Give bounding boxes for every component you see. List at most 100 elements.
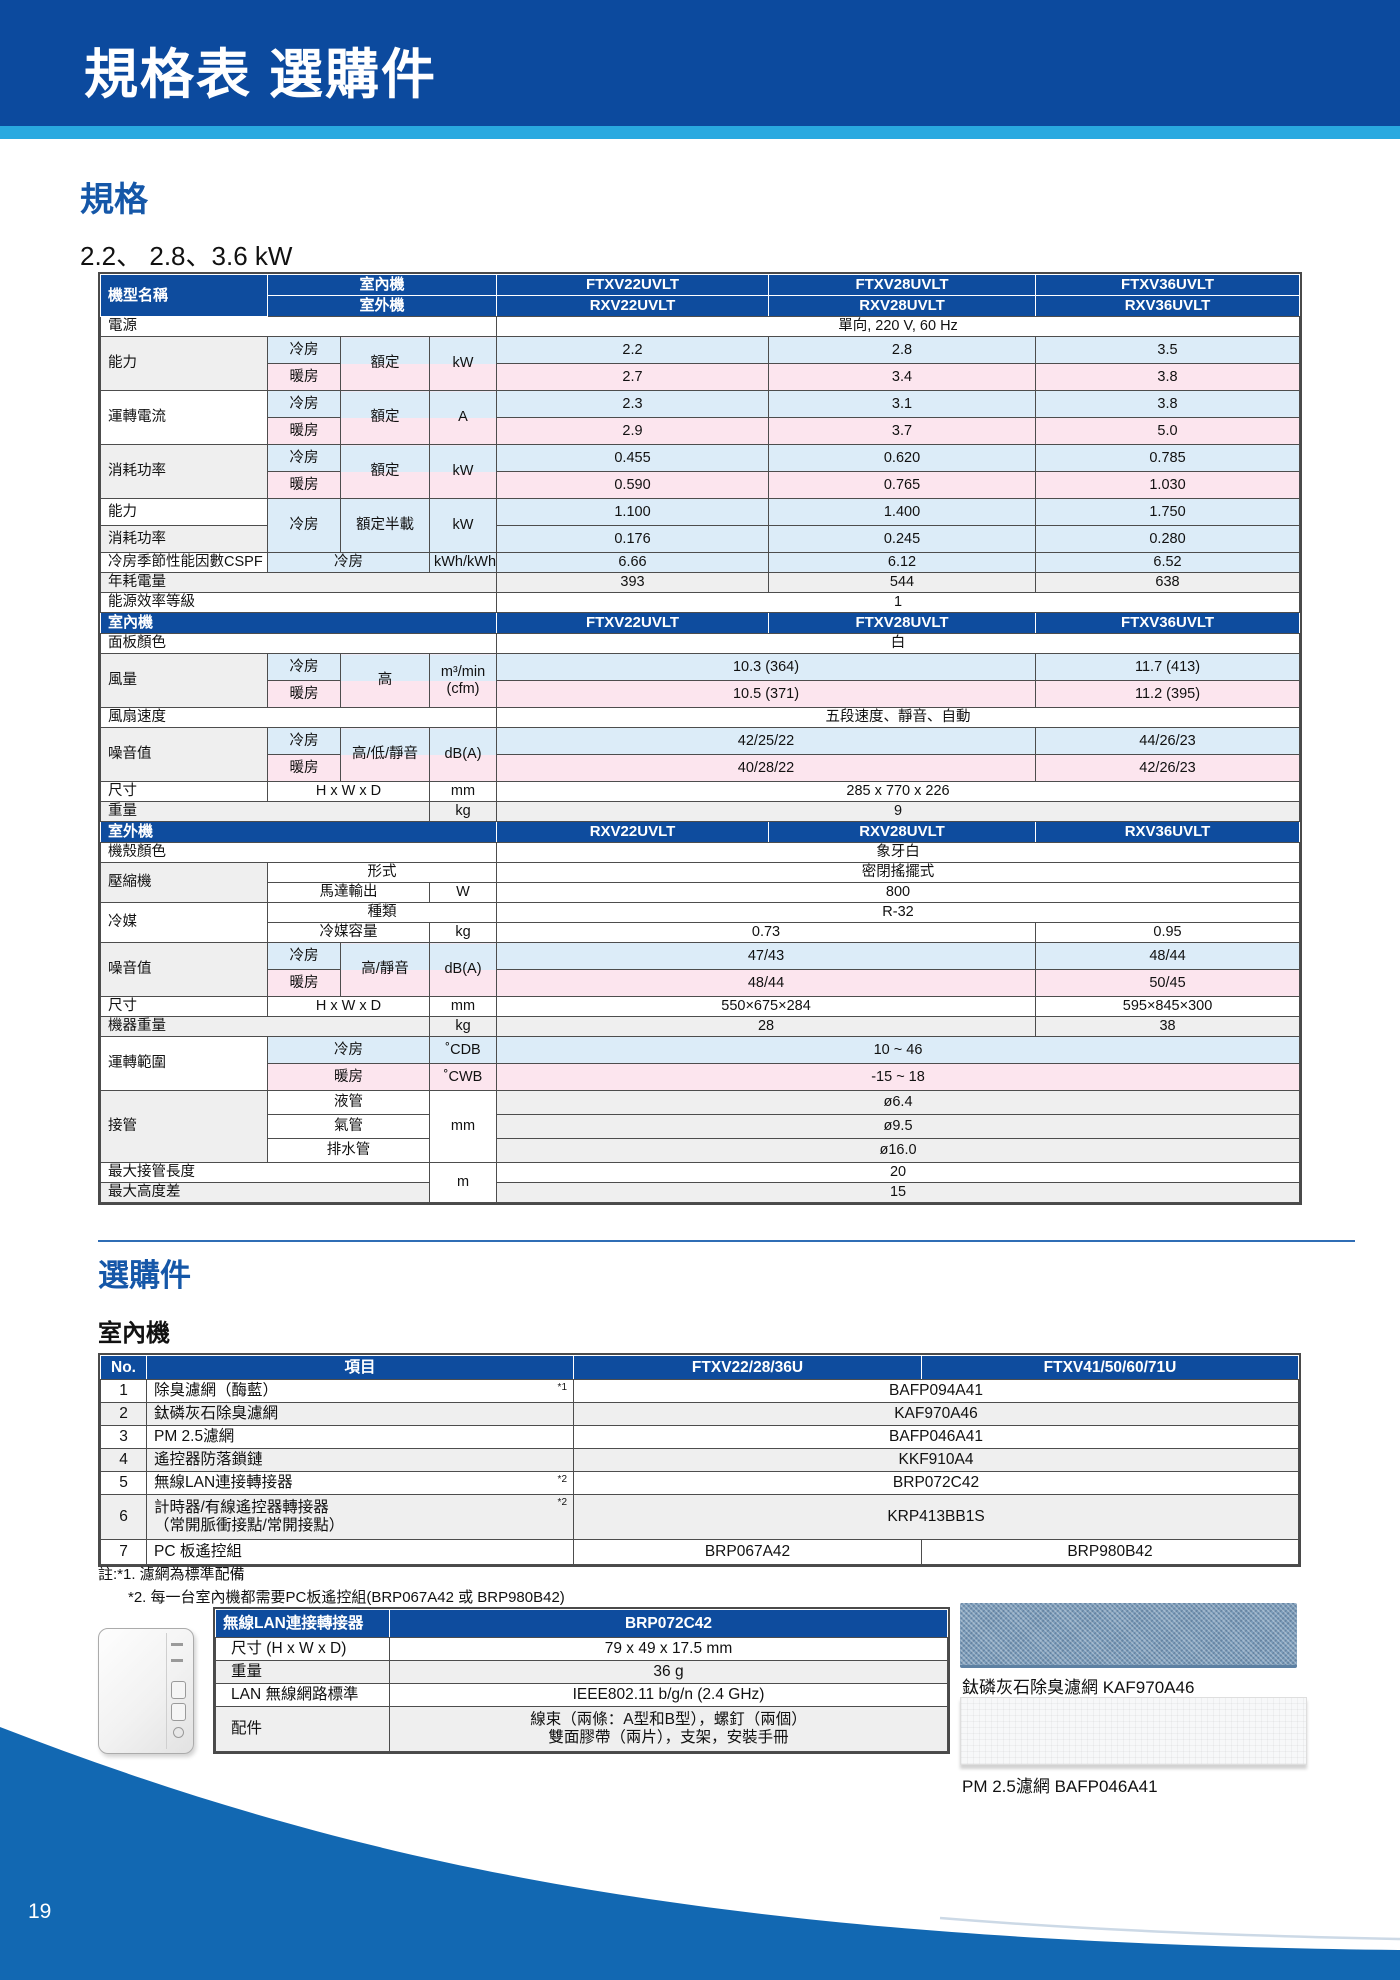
table-cell: 重量 xyxy=(100,801,430,822)
table-cell: RXV36UVLT xyxy=(1035,295,1301,317)
table-cell: KAF970A46 xyxy=(573,1402,1299,1426)
table-cell: dB(A) xyxy=(428,727,498,782)
adapter-led-label xyxy=(171,1643,183,1646)
table-cell: 冷房 xyxy=(267,942,341,970)
table-row: 7 PC 板遙控組 BRP067A42 BRP980B42 xyxy=(100,1539,1299,1565)
table-cell: KRP413BB1S xyxy=(573,1494,1299,1540)
table-row: 室外機 RXV22UVLT RXV28UVLT RXV36UVLT xyxy=(99,821,1301,843)
table-cell: ˚CDB xyxy=(428,1036,498,1064)
table-cell: No. xyxy=(100,1355,147,1380)
table-row: 配件 線束（兩條：A型和B型），螺釘（兩個） 雙面膠帶（兩片），支架，安裝手冊 xyxy=(215,1706,948,1752)
table-cell: 6.52 xyxy=(1035,552,1301,573)
table-row: 氣管 ø9.5 xyxy=(101,1114,1301,1139)
table-cell: 冷房季節性能因數CSPF xyxy=(100,552,268,573)
table-row: No. 項目 FTXV22/28/36U FTXV41/50/60/71U xyxy=(100,1355,1299,1380)
table-cell: 除臭濾網（酶藍） *1 xyxy=(146,1379,574,1403)
table-cell: 尺寸 (H x W x D) xyxy=(215,1637,390,1661)
table-cell: 11.7 (413) xyxy=(1035,653,1301,681)
table-cell: 暖房 xyxy=(267,363,341,391)
table-cell: kW xyxy=(428,444,498,499)
table-cell: PM 2.5濾網 xyxy=(146,1425,574,1449)
table-cell: 1 xyxy=(100,1379,147,1403)
table-cell: 2.7 xyxy=(496,363,770,391)
table-cell: BRP072C42 xyxy=(573,1471,1299,1495)
table-cell: 42/26/23 xyxy=(1035,754,1301,782)
adapter-led-label xyxy=(171,1659,183,1662)
table-cell: 3.8 xyxy=(1035,363,1301,391)
table-cell: BRP980B42 xyxy=(921,1539,1299,1565)
table-cell: 10.3 (364) xyxy=(496,653,1037,681)
table-cell: 28 xyxy=(496,1016,1037,1037)
table-cell: 7 xyxy=(100,1539,147,1565)
table-cell: 計時器/有線遙控器轉接器 （常開脈衝接點/常開接點） *2 xyxy=(146,1494,574,1540)
table-cell: 9 xyxy=(496,801,1301,822)
options-table: No. 項目 FTXV22/28/36U FTXV41/50/60/71U 1 除臭濾網（… xyxy=(98,1353,1301,1567)
table-cell: FTXV36UVLT xyxy=(1035,612,1301,634)
table-row: 能力 冷房 額定半載 kW 1.100 1.400 1.750 xyxy=(100,498,1301,553)
table-cell: 尺寸 xyxy=(100,996,268,1017)
table-cell: 年耗電量 xyxy=(99,572,498,593)
table-cell: mm xyxy=(428,781,498,802)
table-row: 噪音值 冷房 高/低/靜音 dB(A) 42/25/22 44/26/23 xyxy=(100,727,1301,782)
table-cell: 1.400 xyxy=(768,498,1037,526)
table-cell: 20 xyxy=(496,1162,1301,1183)
table-row: 機型名稱 室內機 FTXV22UVLT FTXV28UVLT FTXV36UVLT xyxy=(100,274,1301,317)
table-cell: FTXV28UVLT xyxy=(768,274,1037,296)
adapter-power-light-graphic xyxy=(173,1727,184,1738)
table-cell: 40/28/22 xyxy=(496,754,1037,782)
table-cell: m³/min (cfm) xyxy=(428,653,498,708)
table-cell: 冷媒 xyxy=(100,902,268,943)
table-cell: ø9.5 xyxy=(496,1114,1301,1139)
options-table-grid: No. 項目 FTXV22/28/36U FTXV41/50/60/71U 1 除臭濾網（… xyxy=(100,1355,1299,1565)
adapter-setup-button-graphic xyxy=(171,1681,186,1699)
section-divider-rule xyxy=(98,1240,1355,1242)
table-row: 室外機 RXV22UVLT RXV28UVLT RXV36UVLT xyxy=(101,295,1301,317)
table-cell: 42/25/22 xyxy=(496,727,1037,755)
table-cell: kWh/kWh xyxy=(428,552,498,573)
table-cell: 15 xyxy=(496,1182,1301,1203)
table-cell: 冷房 xyxy=(267,552,430,573)
table-cell: FTXV22/28/36U xyxy=(573,1355,922,1380)
table-cell: 冷房 xyxy=(267,390,341,418)
table-cell: 2.8 xyxy=(768,336,1037,364)
pm25-filter-caption: PM 2.5濾網 BAFP046A41 xyxy=(962,1777,1158,1796)
table-cell: A xyxy=(428,390,498,445)
table-cell: 室內機 xyxy=(266,274,498,296)
table-row: 排水管 ø16.0 xyxy=(101,1138,1301,1163)
adapter-mode-button-graphic xyxy=(171,1703,186,1721)
wlan-adapter-table: 無線LAN連接轉接器 BRP072C42 尺寸 (H x W x D) 79 x 49… xyxy=(213,1607,950,1754)
table-cell: FTXV36UVLT xyxy=(1035,274,1301,296)
table-cell: 5.0 xyxy=(1035,417,1301,445)
table-cell: FTXV22UVLT xyxy=(496,274,770,296)
table-cell: 運轉範圍 xyxy=(100,1036,268,1091)
table-cell: 0.245 xyxy=(768,525,1037,553)
table-row: 接管 液管 mm ø6.4 xyxy=(100,1090,1301,1163)
indoor-unit-subheading: 室內機 xyxy=(98,1320,170,1347)
table-cell: mm xyxy=(428,996,498,1017)
table-cell: mm xyxy=(428,1090,498,1163)
table-cell: 室內機 xyxy=(99,612,498,634)
table-cell: 項目 xyxy=(146,1355,574,1380)
table-cell: H x W x D xyxy=(267,996,430,1017)
table-cell: 48/44 xyxy=(496,969,1037,997)
footnote-2: *2. 每一台室內機都需要PC板遙控組(BRP067A42 或 BRP980B4… xyxy=(128,1588,565,1606)
table-row: 運轉範圍 冷房 ˚CDB 10 ~ 46 xyxy=(100,1036,1301,1091)
table-cell: 運轉電流 xyxy=(100,390,268,445)
wlan-adapter-photo xyxy=(98,1628,194,1754)
table-cell: 1.100 xyxy=(496,498,770,526)
table-cell: 面板顏色 xyxy=(99,633,498,654)
table-row: 暖房 2.9 3.7 5.0 xyxy=(101,417,1301,445)
table-cell: KKF910A4 xyxy=(573,1448,1299,1472)
table-cell: 6.66 xyxy=(496,552,770,573)
table-cell: 高 xyxy=(340,653,430,708)
table-cell: 暖房 xyxy=(267,1063,430,1091)
table-cell: 595×845×300 xyxy=(1035,996,1301,1017)
footnote-marker: *2 xyxy=(557,1474,567,1485)
table-cell: RXV28UVLT xyxy=(768,821,1037,843)
table-cell: 3.7 xyxy=(768,417,1037,445)
table-cell: 冷房 xyxy=(267,727,341,755)
table-cell: 暖房 xyxy=(267,417,341,445)
table-cell: 配件 xyxy=(215,1706,390,1752)
header-banner: 規格表 選購件 xyxy=(0,0,1400,126)
table-cell: FTXV28UVLT xyxy=(768,612,1037,634)
